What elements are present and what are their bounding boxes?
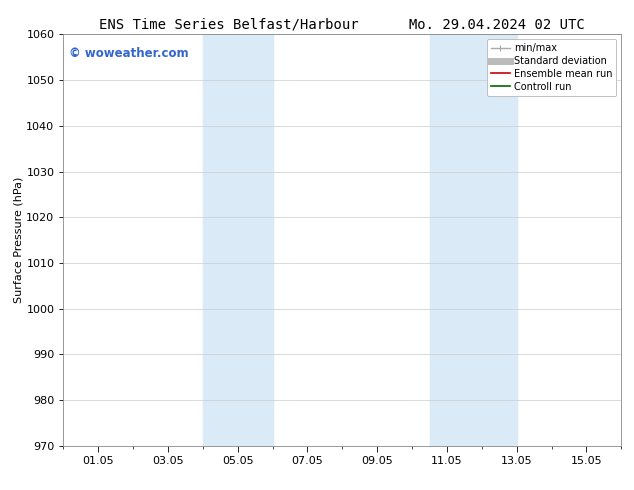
Legend: min/max, Standard deviation, Ensemble mean run, Controll run: min/max, Standard deviation, Ensemble me… [487,39,616,96]
Bar [429,34,517,446]
Text: © woweather.com: © woweather.com [69,47,188,60]
Bar [203,34,273,446]
Title: ENS Time Series Belfast/Harbour      Mo. 29.04.2024 02 UTC: ENS Time Series Belfast/Harbour Mo. 29.0… [100,18,585,32]
Y-axis label: Surface Pressure (hPa): Surface Pressure (hPa) [13,177,23,303]
